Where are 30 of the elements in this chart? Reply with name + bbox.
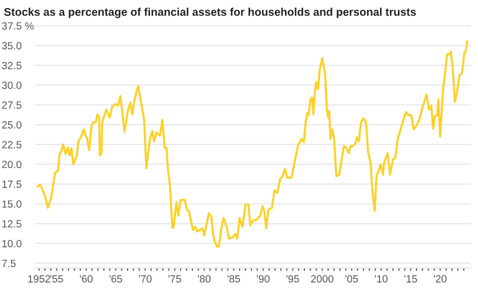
x-tick-label: 2000 (311, 275, 334, 283)
x-tick-label: '05 (345, 275, 358, 283)
x-tick-label: '85 (227, 275, 240, 283)
x-tick-label: '75 (168, 275, 182, 283)
y-tick-label: 37.5 % (2, 22, 34, 30)
y-tick-label: 27.5 (2, 101, 22, 109)
x-tick-label: '20 (434, 275, 447, 283)
x-tick-label: '70 (138, 275, 152, 283)
y-tick-label: 35.0 (2, 42, 22, 50)
x-tick-label: 1952 (28, 275, 50, 283)
x-tick-label: '55 (50, 275, 64, 283)
x-tick-label: '10 (374, 275, 388, 283)
line-series (36, 40, 468, 248)
x-tick-label: '15 (404, 275, 418, 283)
x-tick-label: '60 (80, 275, 93, 283)
y-tick-label: 15.0 (2, 200, 22, 208)
x-tick-label: '95 (286, 275, 300, 283)
x-tick-label: '90 (256, 275, 270, 283)
y-tick-label: 7.5 (2, 260, 16, 268)
y-tick-label: 30.0 (2, 82, 22, 89)
y-tick-label: 17.5 (2, 180, 22, 188)
chart-title: Stocks as a percentage of financial assets for households and personal trusts (4, 8, 416, 18)
y-tick-label: 32.5 (2, 62, 22, 70)
x-tick-label: '80 (198, 275, 211, 283)
y-tick-label: 20.0 (2, 160, 22, 168)
y-tick-label: 10.0 (2, 240, 22, 248)
y-tick-label: 22.5 (2, 140, 22, 148)
x-tick-label: '65 (109, 275, 122, 283)
y-tick-label: 25.0 (2, 121, 22, 129)
y-tick-label: 12.5 (2, 220, 22, 228)
